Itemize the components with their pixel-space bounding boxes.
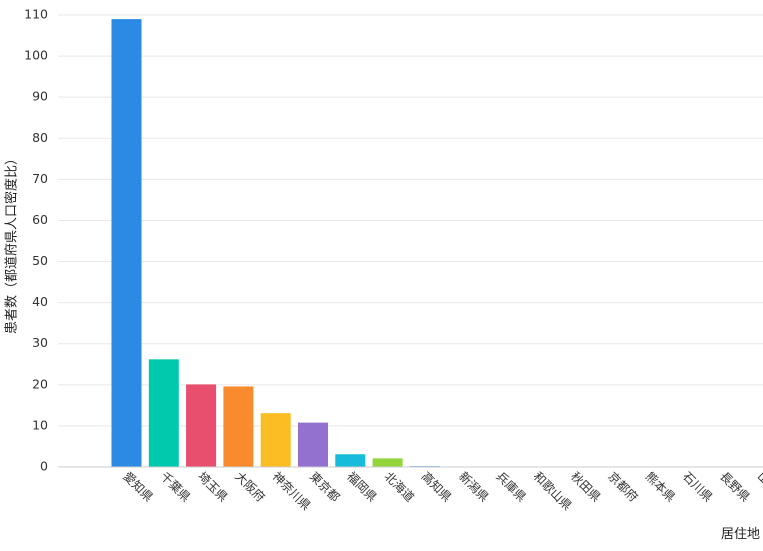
y-tick-label: 70 xyxy=(32,171,48,186)
y-tick-label: 110 xyxy=(24,7,48,22)
x-tick-label: 千葉県 xyxy=(158,469,193,504)
x-tick-label: 石川県 xyxy=(680,469,715,504)
y-tick-label: 50 xyxy=(32,253,48,268)
x-tick-label: 北海道 xyxy=(381,469,417,505)
x-tick-label: 高知県 xyxy=(419,469,455,505)
x-tick-label: 埼玉県 xyxy=(195,469,230,504)
x-tick-label: 熊本県 xyxy=(643,469,679,505)
y-axis-title: 患者数（都道府県人口密度比） xyxy=(4,152,20,334)
x-tick-label: 山 xyxy=(754,469,763,487)
y-tick-label: 30 xyxy=(32,335,48,350)
y-tick-label: 90 xyxy=(32,89,48,104)
bar[interactable] xyxy=(223,386,254,467)
y-tick-label: 80 xyxy=(32,130,48,145)
y-tick-label: 0 xyxy=(40,459,48,474)
x-tick-label: 京都府 xyxy=(605,469,641,505)
x-tick-label: 福岡県 xyxy=(344,469,380,505)
bar[interactable] xyxy=(148,359,179,467)
y-tick-label: 40 xyxy=(32,294,48,309)
x-axis-title: 居住地 xyxy=(721,527,760,542)
bar[interactable] xyxy=(111,19,142,467)
bar[interactable] xyxy=(372,458,403,467)
x-tick-label: 新潟県 xyxy=(456,469,492,505)
x-tick-label: 大阪府 xyxy=(232,469,268,505)
x-tick-label: 長野県 xyxy=(717,469,752,504)
bar[interactable] xyxy=(298,422,328,467)
x-tick-label: 愛知県 xyxy=(120,469,155,504)
y-tick-label: 20 xyxy=(32,376,48,391)
y-tick-label: 60 xyxy=(32,212,48,227)
bar[interactable] xyxy=(260,413,291,467)
bars xyxy=(111,19,478,467)
y-tick-label: 100 xyxy=(24,48,48,63)
y-tick-label: 10 xyxy=(32,417,48,432)
x-tick-label: 神奈川県 xyxy=(270,469,314,513)
x-tick-label: 和歌山県 xyxy=(531,469,576,514)
y-axis-ticks: 0 10 20 30 40 50 60 70 80 90 100 110 xyxy=(24,7,48,474)
x-tick-label: 兵庫県 xyxy=(493,469,528,504)
x-tick-label: 東京都 xyxy=(307,469,342,504)
bar[interactable] xyxy=(335,454,366,467)
x-tick-label: 秋田県 xyxy=(568,469,603,504)
bar[interactable] xyxy=(186,384,217,467)
